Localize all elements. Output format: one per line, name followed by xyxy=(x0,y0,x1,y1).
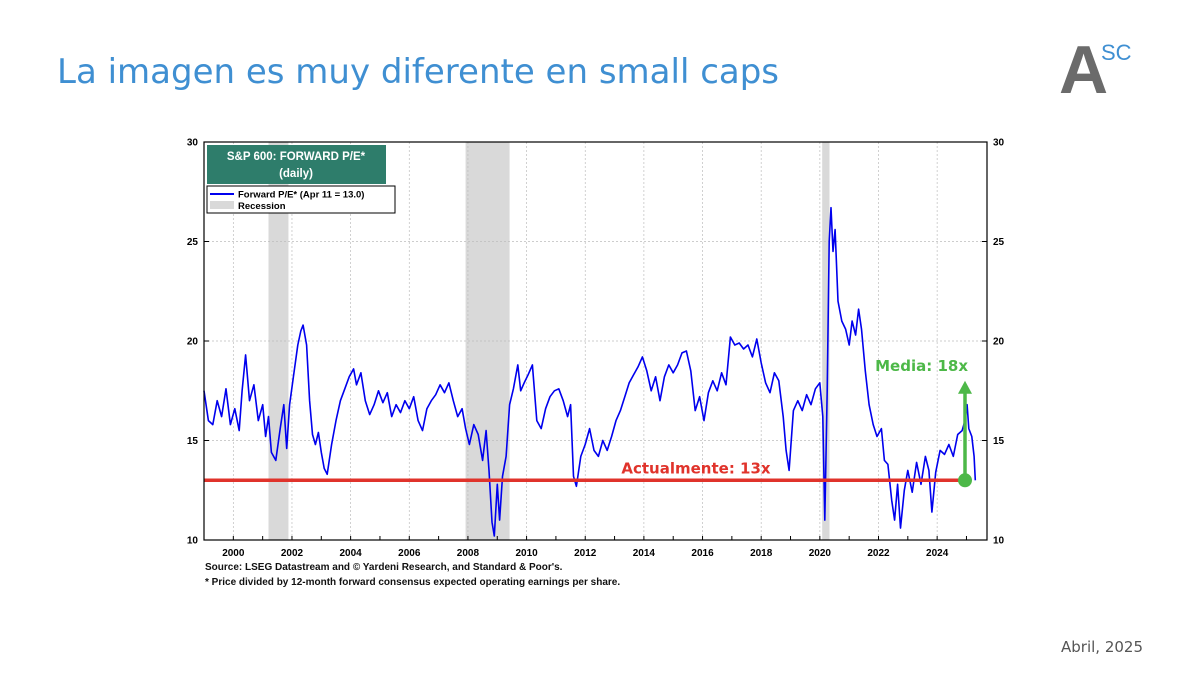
chart-title-box xyxy=(207,145,386,184)
x-tick-label: 2000 xyxy=(222,548,245,559)
chart-title: S&P 600: FORWARD P/E* xyxy=(227,151,366,163)
chart-footnote: * Price divided by 12-month forward cons… xyxy=(205,577,621,588)
y-tick-label-left: 10 xyxy=(187,536,199,547)
x-tick-label: 2004 xyxy=(340,548,363,559)
chart-source-note: Source: LSEG Datastream and © Yardeni Re… xyxy=(205,562,563,573)
x-tick-label: 2008 xyxy=(457,548,480,559)
slide-title: La imagen es muy diferente en small caps xyxy=(57,52,780,92)
x-tick-label: 2016 xyxy=(691,548,714,559)
x-tick-label: 2012 xyxy=(574,548,597,559)
y-tick-label-left: 20 xyxy=(187,337,199,348)
series-line-forward-pe xyxy=(203,206,977,537)
plot-frame xyxy=(203,141,988,541)
x-tick-label: 2014 xyxy=(633,548,656,559)
x-tick-label: 2006 xyxy=(398,548,421,559)
y-tick-label-right: 20 xyxy=(993,337,1005,348)
average-label: Media: 18x xyxy=(875,357,968,375)
slide-date: Abril, 2025 xyxy=(1061,638,1143,656)
x-tick-label: 2020 xyxy=(809,548,832,559)
logo-letter: A xyxy=(1059,32,1109,108)
y-tick-label-right: 10 xyxy=(993,536,1005,547)
x-tick-label: 2002 xyxy=(281,548,304,559)
x-tick-label: 2010 xyxy=(515,548,538,559)
y-tick-label-left: 30 xyxy=(187,138,199,149)
logo-superscript: SC xyxy=(1101,40,1132,65)
average-arrow-head xyxy=(958,380,972,394)
y-tick-label-right: 25 xyxy=(993,237,1005,248)
legend-recession-swatch xyxy=(210,201,234,209)
y-tick-label-right: 15 xyxy=(993,436,1005,447)
x-tick-label: 2018 xyxy=(750,548,773,559)
y-tick-label-left: 25 xyxy=(187,237,199,248)
legend-recession-label: Recession xyxy=(238,201,286,212)
legend-series-label: Forward P/E* (Apr 11 = 13.0) xyxy=(238,190,364,201)
current-level-label: Actualmente: 13x xyxy=(621,459,771,477)
brand-logo: A SC xyxy=(1055,36,1135,104)
y-tick-label-right: 30 xyxy=(993,138,1005,149)
x-tick-label: 2024 xyxy=(926,548,949,559)
y-tick-label-left: 15 xyxy=(187,436,199,447)
x-tick-label: 2022 xyxy=(867,548,890,559)
chart-subtitle: (daily) xyxy=(279,168,313,180)
legend-box xyxy=(206,185,396,214)
